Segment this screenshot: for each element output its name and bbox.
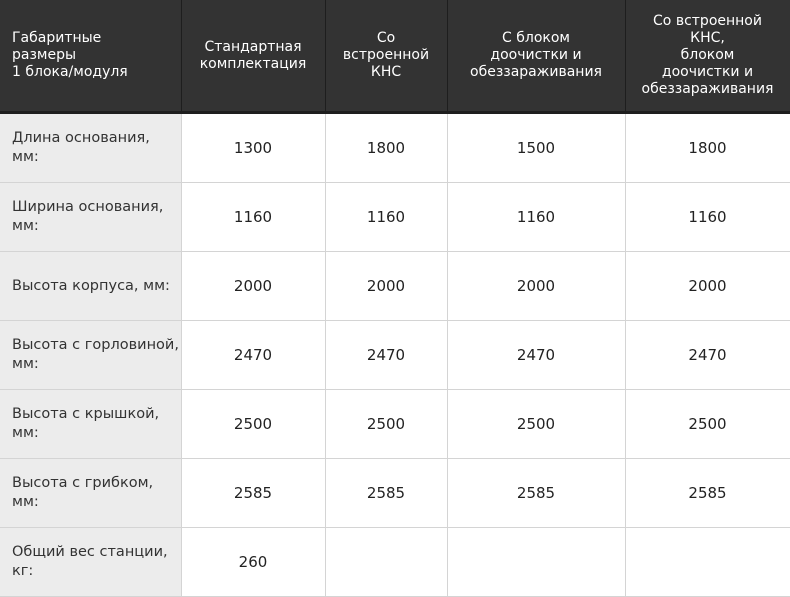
column-header: С блоком доочистки и обеззараживания [447, 0, 626, 114]
row-label: Ширина основания, мм: [0, 182, 182, 252]
table-row: Высота с горловиной, мм: 2470 2470 2470 2470 [0, 320, 790, 390]
cell-value: 1160 [324, 182, 448, 252]
cell-value [624, 527, 790, 597]
row-label: Высота с горловиной, мм: [0, 320, 182, 390]
column-header: Со встроенной КНС [325, 0, 448, 114]
table-body: Длина основания, мм: 1300 1800 1500 1800 Шири… [0, 112, 790, 597]
cell-value: 1160 [624, 182, 790, 252]
cell-value: 2000 [446, 251, 626, 321]
table-row: Высота корпуса, мм: 2000 2000 2000 2000 [0, 251, 790, 321]
row-label: Высота с крышкой, мм: [0, 389, 182, 459]
cell-value: 2585 [624, 458, 790, 528]
column-header: Габаритные размеры 1 блока/модуля [0, 0, 182, 114]
cell-value: 2585 [180, 458, 326, 528]
cell-value [324, 527, 448, 597]
cell-value: 2000 [624, 251, 790, 321]
cell-value: 1160 [180, 182, 326, 252]
cell-value: 2470 [324, 320, 448, 390]
table-row: Ширина основания, мм: 1160 1160 1160 1160 [0, 182, 790, 252]
row-label: Общий вес станции, кг: [0, 527, 182, 597]
column-header: Стандартная комплектация [181, 0, 326, 114]
cell-value: 260 [180, 527, 326, 597]
cell-value: 2000 [180, 251, 326, 321]
cell-value: 2500 [446, 389, 626, 459]
table-row: Высота с крышкой, мм: 2500 2500 2500 2500 [0, 389, 790, 459]
cell-value: 2470 [624, 320, 790, 390]
column-header: Со встроенной КНС, блоком доочистки и об… [625, 0, 790, 114]
cell-value: 2470 [180, 320, 326, 390]
cell-value [446, 527, 626, 597]
cell-value: 1160 [446, 182, 626, 252]
header-row: Габаритные размеры 1 блока/модуля Стандар… [0, 0, 790, 114]
cell-value: 2585 [446, 458, 626, 528]
cell-value: 2470 [446, 320, 626, 390]
row-label: Длина основания, мм: [0, 112, 182, 183]
row-label: Высота с грибком, мм: [0, 458, 182, 528]
cell-value: 2500 [624, 389, 790, 459]
table-row: Длина основания, мм: 1300 1800 1500 1800 [0, 112, 790, 183]
row-label: Высота корпуса, мм: [0, 251, 182, 321]
cell-value: 2500 [180, 389, 326, 459]
cell-value: 2585 [324, 458, 448, 528]
cell-value: 1800 [324, 112, 448, 183]
table-row: Высота с грибком, мм: 2585 2585 2585 2585 [0, 458, 790, 528]
table-row: Общий вес станции, кг: 260 [0, 527, 790, 597]
cell-value: 1500 [446, 112, 626, 183]
cell-value: 1300 [180, 112, 326, 183]
cell-value: 2000 [324, 251, 448, 321]
cell-value: 2500 [324, 389, 448, 459]
cell-value: 1800 [624, 112, 790, 183]
